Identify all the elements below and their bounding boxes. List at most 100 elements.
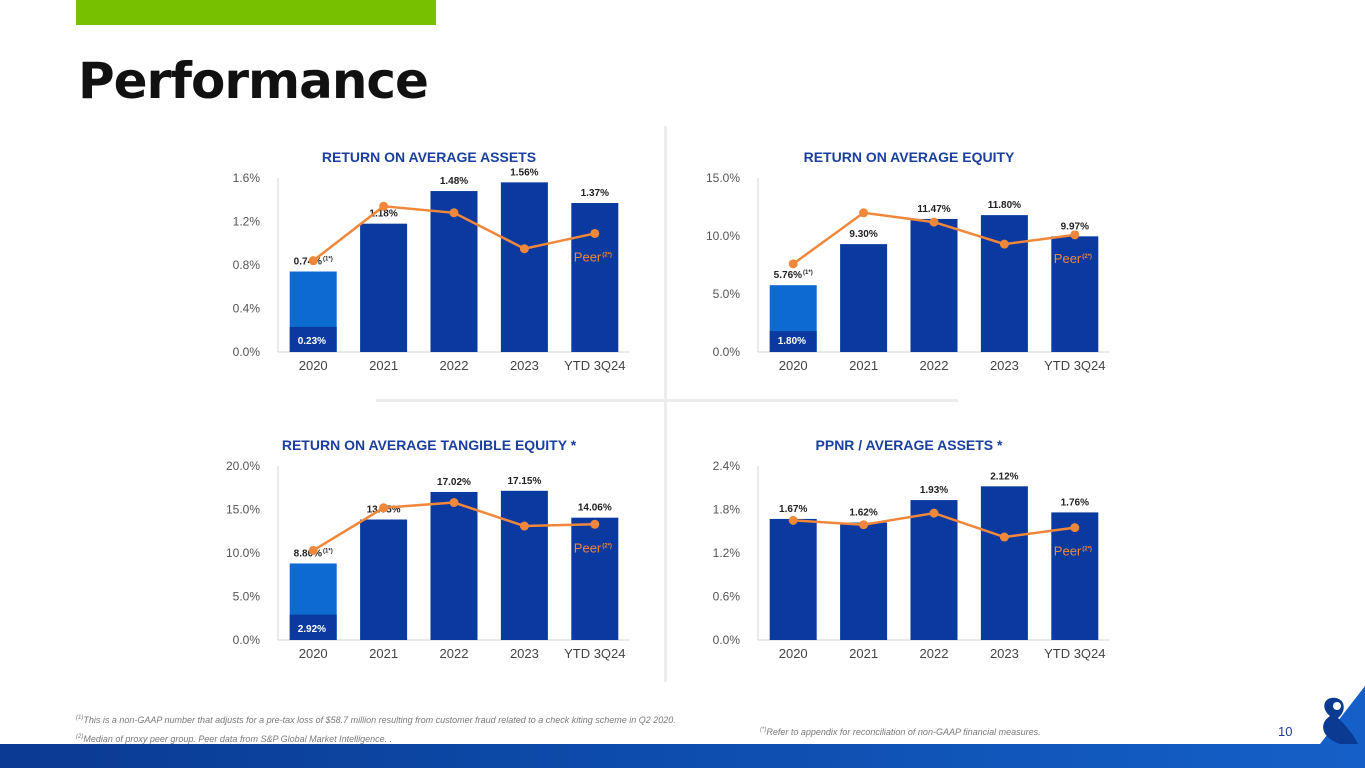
bar-value-label: 1.93% xyxy=(920,485,948,496)
bar xyxy=(980,215,1028,352)
peer-point xyxy=(929,217,939,227)
x-tick-label: 2021 xyxy=(369,646,398,661)
bar-value-label: 1.62% xyxy=(849,508,877,519)
bar xyxy=(360,223,408,352)
peer-marker: (2*) xyxy=(1082,547,1092,553)
bar xyxy=(500,490,548,640)
peer-point xyxy=(379,503,389,513)
y-tick-label: 1.2% xyxy=(233,215,261,229)
peer-point xyxy=(308,545,318,555)
peer-point xyxy=(590,228,600,238)
bar-value-label: 11.47% xyxy=(917,204,950,215)
x-tick-label: YTD 3Q24 xyxy=(1044,358,1105,373)
bar xyxy=(910,500,958,640)
peer-point xyxy=(999,239,1009,249)
peer-point xyxy=(590,519,600,529)
bar xyxy=(500,182,548,352)
bar-value-label: 17.15% xyxy=(507,476,541,487)
y-tick-label: 5.0% xyxy=(713,287,741,301)
peer-point xyxy=(1070,230,1080,240)
footnotes: (1)This is a non-GAAP number that adjust… xyxy=(76,710,776,748)
y-tick-label: 2.4% xyxy=(713,459,741,473)
peer-point xyxy=(859,520,869,530)
x-tick-label: 2020 xyxy=(299,646,328,661)
chart-ppnr-average-assets: PPNR / AVERAGE ASSETS * 0.0% 0.6% 1.2% 1.8% 2… xyxy=(713,437,1110,661)
bar xyxy=(980,486,1028,640)
bar xyxy=(1051,512,1099,640)
x-tick-label: 2021 xyxy=(849,358,878,373)
x-tick-label: 2020 xyxy=(779,358,808,373)
x-tick-label: 2020 xyxy=(299,358,328,373)
y-tick-label: 1.8% xyxy=(713,503,741,517)
bar-value-label: 2.12% xyxy=(990,471,1018,482)
peer-marker: (2*) xyxy=(602,543,612,549)
y-tick-label: 1.2% xyxy=(713,546,741,560)
y-tick-label: 0.8% xyxy=(233,258,261,272)
peer-marker: (2*) xyxy=(1082,254,1092,260)
y-tick-label: 0.0% xyxy=(233,345,261,359)
brand-corner-icon xyxy=(1320,686,1365,744)
x-tick-label: 2023 xyxy=(990,646,1019,661)
accent-bar xyxy=(76,0,436,25)
bar xyxy=(1051,236,1099,352)
bar-reported xyxy=(769,331,817,352)
y-tick-label: 0.0% xyxy=(233,633,261,647)
bar-value-label: 1.37% xyxy=(581,188,609,199)
x-tick-label: YTD 3Q24 xyxy=(1044,646,1105,661)
y-tick-label: 5.0% xyxy=(233,590,261,604)
peer-point xyxy=(519,244,529,254)
x-tick-label: 2022 xyxy=(440,358,469,373)
y-tick-label: 0.6% xyxy=(713,590,741,604)
bar xyxy=(840,244,888,352)
bottom-band xyxy=(0,744,1365,768)
footnote-1: (1)This is a non-GAAP number that adjust… xyxy=(76,715,676,725)
x-tick-label: 2023 xyxy=(510,358,539,373)
y-tick-label: 15.0% xyxy=(226,503,260,517)
peer-marker: (2*) xyxy=(602,252,612,258)
peer-point xyxy=(929,508,939,518)
bar xyxy=(571,517,619,640)
bar xyxy=(571,203,619,352)
vertical-divider xyxy=(664,126,667,682)
y-tick-label: 0.4% xyxy=(233,302,261,316)
y-tick-label: 10.0% xyxy=(226,546,260,560)
horizontal-divider xyxy=(376,399,958,402)
x-tick-label: YTD 3Q24 xyxy=(564,358,625,373)
bar xyxy=(769,518,817,640)
x-tick-label: 2022 xyxy=(440,646,469,661)
x-tick-label: 2023 xyxy=(990,358,1019,373)
x-tick-label: 2021 xyxy=(849,646,878,661)
chart-title: RETURN ON AVERAGE ASSETS xyxy=(322,149,536,165)
bar xyxy=(910,218,958,352)
peer-point xyxy=(859,208,869,218)
peer-point xyxy=(379,201,389,211)
bar-value-label: 1.18% xyxy=(369,209,397,220)
bar-value-label: 11.80% xyxy=(988,200,1021,211)
chart-title: RETURN ON AVERAGE EQUITY xyxy=(804,149,1015,165)
chart-return-on-average-assets: RETURN ON AVERAGE ASSETS 0.0% 0.4% 0.8% 1.2%… xyxy=(233,149,630,373)
label-marker: (1*) xyxy=(323,548,333,554)
footnote-2: (2)Median of proxy peer group. Peer data… xyxy=(76,734,393,744)
bar-value-label: 1.48% xyxy=(440,176,468,187)
bar-value-label: 5.76%(1*) xyxy=(774,270,813,281)
page-number: 10 xyxy=(1278,724,1293,739)
chart-return-on-average-equity: RETURN ON AVERAGE EQUITY 0.0% 5.0% 10.0% 15.… xyxy=(706,149,1110,373)
peer-point xyxy=(519,521,529,531)
bar xyxy=(430,491,478,640)
chart-title: PPNR / AVERAGE ASSETS * xyxy=(816,437,1004,453)
bar-reported xyxy=(289,614,337,640)
x-tick-label: 2022 xyxy=(920,358,949,373)
bar-reported-label: 1.80% xyxy=(778,336,806,347)
label-marker: (1*) xyxy=(803,270,813,276)
chart-title: RETURN ON AVERAGE TANGIBLE EQUITY * xyxy=(282,437,577,453)
peer-point xyxy=(999,532,1009,542)
bar-value-label: 9.30% xyxy=(849,229,877,240)
bar-reported-label: 2.92% xyxy=(298,624,326,635)
bar-value-label: 14.06% xyxy=(578,503,612,514)
page-title: Performance xyxy=(78,52,429,110)
bar-value-label: 9.97% xyxy=(1061,221,1089,232)
label-marker: (1*) xyxy=(323,257,333,263)
bar-value-label: 1.56% xyxy=(510,167,538,178)
chart-return-on-tangible-equity: RETURN ON AVERAGE TANGIBLE EQUITY * 0.0% 5… xyxy=(226,437,630,661)
bar-reported xyxy=(289,326,337,352)
